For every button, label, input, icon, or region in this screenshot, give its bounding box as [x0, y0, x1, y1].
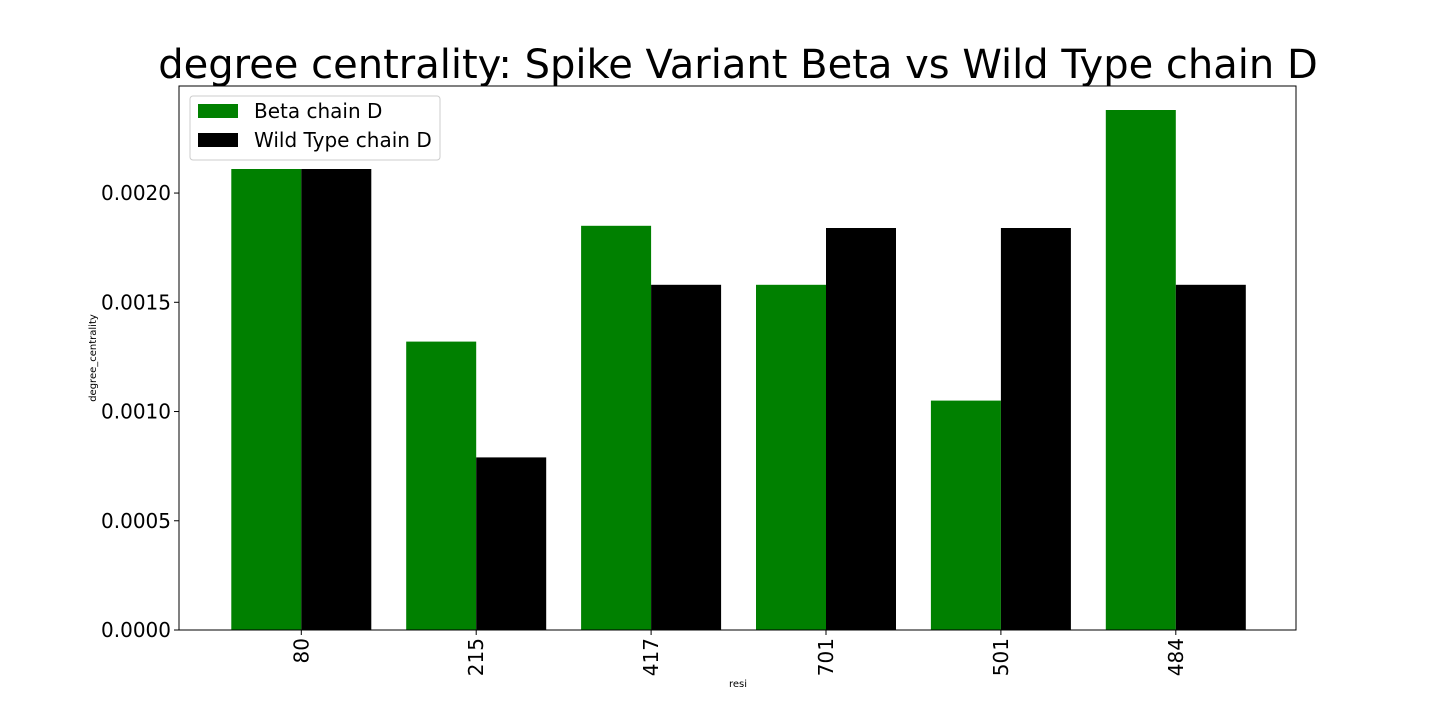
plot-frame [178, 85, 1297, 631]
x-tick-label: 501 [989, 638, 1013, 676]
legend: Beta chain D Wild Type chain D [189, 95, 441, 161]
bar-beta-501 [930, 400, 1001, 630]
legend-swatch-wild-type [198, 133, 238, 147]
x-tick-label: 80 [289, 638, 313, 663]
x-tick-label: 215 [464, 638, 488, 676]
bar-wild-type-484 [1175, 284, 1246, 630]
x-axis-ticks: 80 215 417 701 501 484 [289, 630, 1188, 676]
y-tick-label: 0.0010 [101, 400, 171, 424]
x-tick-label: 417 [639, 638, 663, 676]
bars-group [231, 110, 1246, 631]
chart-title: degree centrality: Spike Variant Beta vs… [158, 42, 1318, 88]
bar-wild-type-701 [826, 228, 896, 630]
y-axis-ticks: 0.0000 0.0005 0.0010 0.0015 0.0020 [101, 181, 179, 642]
x-axis-label: resi [729, 679, 747, 690]
bar-beta-484 [1105, 110, 1176, 630]
bar-beta-701 [756, 284, 826, 630]
y-tick-label: 0.0005 [101, 509, 171, 533]
bar-beta-80 [231, 169, 302, 630]
bar-wild-type-80 [301, 169, 372, 630]
legend-label-wild-type: Wild Type chain D [254, 128, 432, 152]
y-tick-label: 0.0020 [101, 181, 171, 205]
x-tick-label: 701 [814, 638, 838, 676]
legend-frame [189, 95, 441, 161]
bar-wild-type-215 [476, 457, 547, 630]
y-tick-label: 0.0015 [101, 290, 171, 314]
x-tick-label: 484 [1164, 638, 1188, 676]
bar-beta-417 [581, 225, 652, 631]
bar-wild-type-501 [1000, 228, 1071, 630]
y-tick-label: 0.0000 [101, 618, 171, 642]
legend-swatch-beta [198, 104, 238, 118]
bar-beta-215 [406, 341, 477, 630]
legend-label-beta: Beta chain D [254, 99, 382, 123]
y-axis-label: degree_centrality [88, 314, 99, 402]
bar-wild-type-417 [651, 284, 722, 630]
